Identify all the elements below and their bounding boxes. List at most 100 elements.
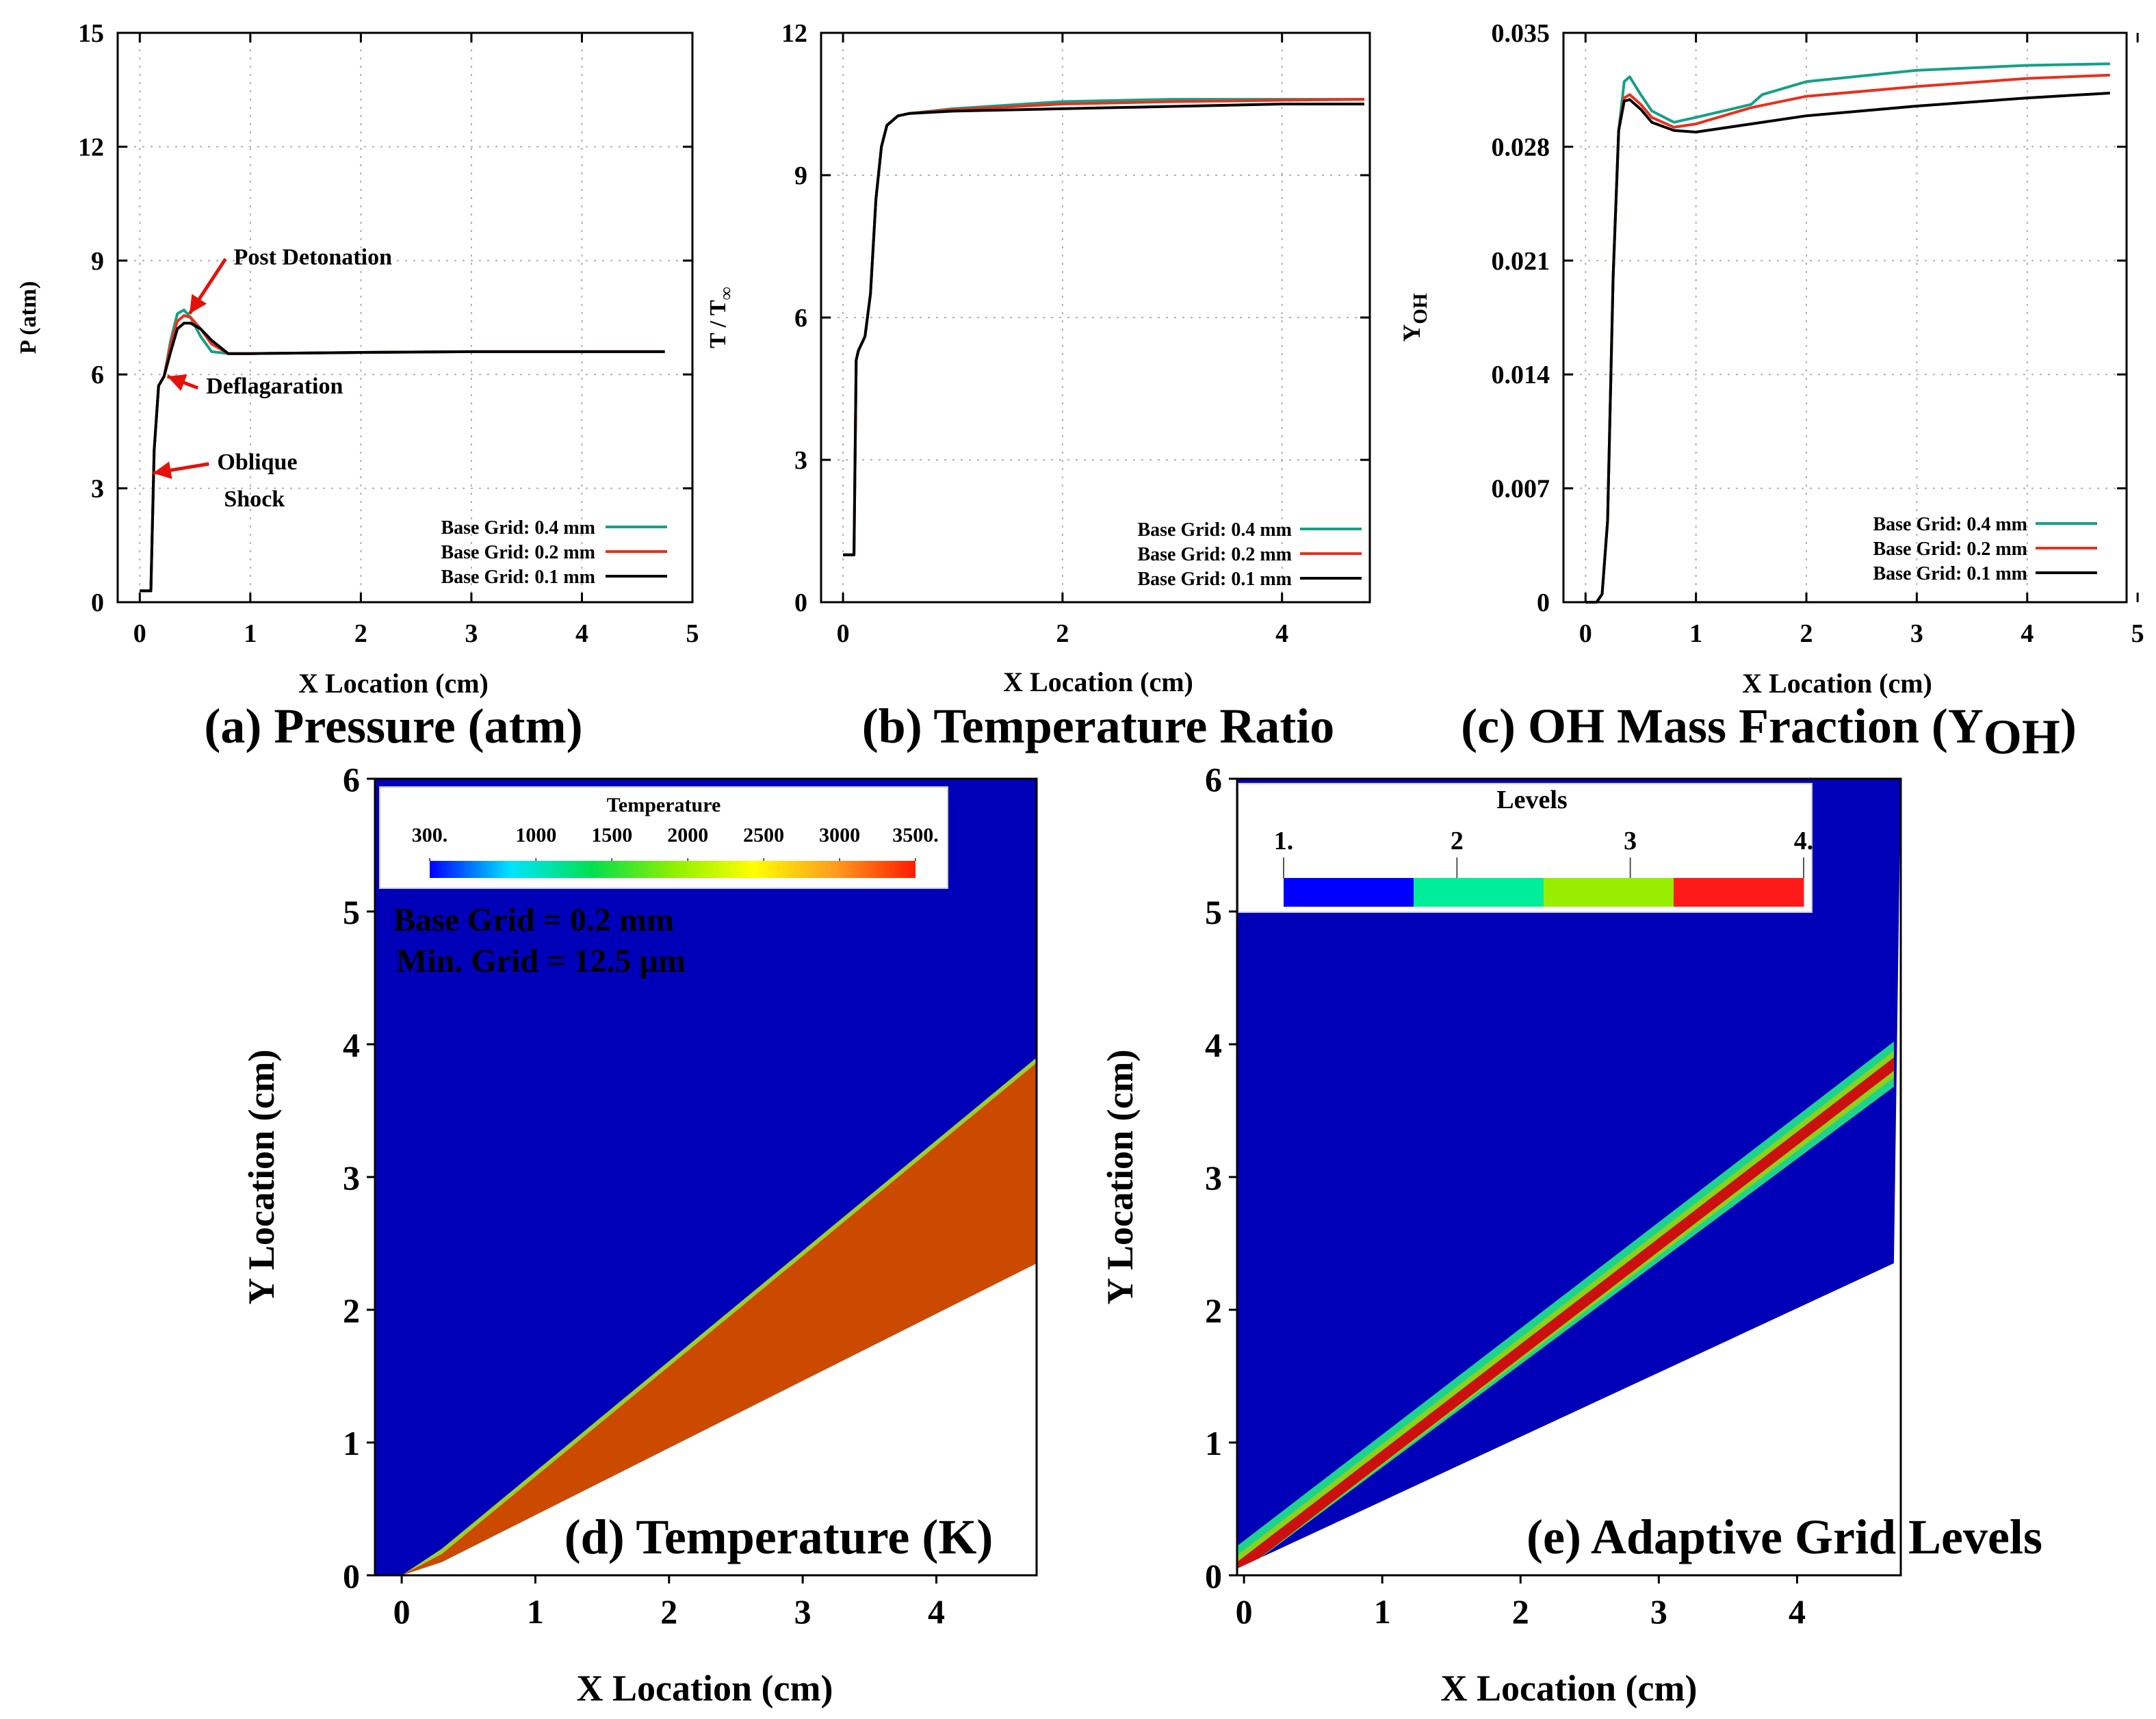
series-line <box>1585 92 2110 604</box>
x-tick-label: 2 <box>354 619 367 648</box>
panel-caption: (e) Adaptive Grid Levels <box>1527 1510 2042 1564</box>
y-tick-label: 1 <box>1205 1424 1222 1462</box>
y-tick-label: 0 <box>91 589 104 617</box>
colorbar-segment <box>1674 878 1804 907</box>
y-tick-label: 0 <box>343 1557 360 1595</box>
y-tick-label: 9 <box>794 161 807 190</box>
annotation-arrowhead <box>167 374 187 391</box>
y-tick-label: 0.028 <box>1492 133 1550 161</box>
y-tick-label: 9 <box>91 247 104 276</box>
colorbar-tick-label: 1000 <box>515 824 556 846</box>
x-tick-label: 3 <box>465 619 478 648</box>
y-axis-label: Y Location (cm) <box>241 1050 282 1305</box>
x-tick-label: 1 <box>1689 619 1702 648</box>
y-tick-label: 2 <box>343 1291 360 1330</box>
x-tick-label: 5 <box>2131 619 2144 648</box>
y-axis-label: Y Location (cm) <box>1100 1050 1141 1305</box>
y-tick-label: 1 <box>343 1424 360 1462</box>
legend-label: Base Grid: 0.1 mm <box>1137 569 1292 590</box>
annotation-label: Oblique <box>217 450 297 475</box>
y-tick-label: 3 <box>794 446 807 475</box>
series-line <box>843 103 1364 556</box>
colorbar-tick-label: 2500 <box>743 824 784 846</box>
y-tick-label: 6 <box>91 361 104 389</box>
y-tick-label: 6 <box>1205 760 1222 799</box>
x-tick-label: 0 <box>1236 1592 1253 1631</box>
annotation-label: Shock <box>224 487 285 512</box>
x-tick-label: 2 <box>1512 1592 1529 1631</box>
y-tick-label: 3 <box>91 475 104 504</box>
y-tick-label: 2 <box>1205 1291 1222 1330</box>
x-tick-label: 4 <box>2021 619 2034 648</box>
colorbar-title: Temperature <box>607 794 721 816</box>
series-line <box>140 322 665 593</box>
x-tick-label: 4 <box>1789 1592 1806 1631</box>
y-tick-label: 0 <box>1205 1557 1222 1595</box>
colorbar-tick-label: 300. <box>412 824 448 846</box>
colorbar-tick-label: 2 <box>1451 827 1464 855</box>
colorbar-tick-label: 3500. <box>892 824 939 846</box>
panel-temperature-contour: Temperature 300. 1000 1500 2000 2500 3000 3500.… <box>241 760 1038 1709</box>
x-tick-label: 2 <box>1056 619 1069 648</box>
panel-caption: (a) Pressure (atm) <box>204 699 582 753</box>
legend-label: Base Grid: 0.2 mm <box>1873 539 2027 560</box>
colorbar-segment <box>1414 878 1544 907</box>
x-tick-label: 0 <box>837 619 850 648</box>
annotation-label: Deflagaration <box>206 374 343 399</box>
colorbar-tick-label: 4. <box>1794 827 1814 855</box>
x-tick-label: 3 <box>794 1592 811 1631</box>
annotation-arrowhead <box>153 461 172 479</box>
y-tick-label: 15 <box>78 19 104 48</box>
x-tick-label: 3 <box>1650 1592 1667 1631</box>
colorbar-segment <box>1284 878 1414 907</box>
x-tick-label: 3 <box>1910 619 1923 648</box>
panel-adaptive-grid-levels: Levels 1. 2 3 4. 0 1 2 3 4 0 1 2 3 4 5 6 X Location (cm) Y… <box>1100 760 2042 1709</box>
colorbar-segment <box>1544 878 1674 907</box>
y-tick-label: 6 <box>343 760 360 799</box>
flow-domain-region <box>375 779 1037 1575</box>
y-tick-label: 4 <box>1205 1026 1222 1064</box>
y-tick-label: 6 <box>794 304 807 333</box>
y-tick-label: 0.021 <box>1492 247 1550 276</box>
colorbar-tick-label: 3 <box>1624 827 1637 855</box>
y-tick-label: 0 <box>794 589 807 617</box>
annotation-arrowhead <box>190 294 207 314</box>
x-axis-label: X Location (cm) <box>1441 1668 1698 1709</box>
y-tick-label: 12 <box>781 19 807 48</box>
x-tick-label: 4 <box>928 1592 945 1631</box>
y-axis-label-subscript: OH <box>1410 293 1431 324</box>
x-tick-label: 2 <box>1800 619 1813 648</box>
y-axis-label-subscript: ∞ <box>716 287 736 300</box>
legend-label: Base Grid: 0.1 mm <box>441 567 595 588</box>
y-axis-label: P (atm) <box>16 281 41 354</box>
y-tick-label: 0 <box>1537 589 1550 617</box>
legend-label: Base Grid: 0.1 mm <box>1873 563 2027 584</box>
grid-level-4-region <box>1237 1057 1894 1575</box>
grid-info-label: Base Grid = 0.2 mm <box>393 902 674 938</box>
y-tick-label: 3 <box>1205 1159 1222 1197</box>
panel-caption-subscript: OH <box>1984 710 2060 764</box>
x-tick-label: 0 <box>1579 619 1592 648</box>
y-tick-label: 5 <box>1205 893 1222 931</box>
colorbar-tick-label: 3000 <box>819 824 860 846</box>
panel-caption: (b) Temperature Ratio <box>862 699 1335 753</box>
legend-label: Base Grid: 0.2 mm <box>1137 544 1292 565</box>
x-tick-label: 4 <box>575 619 588 648</box>
y-tick-label: 4 <box>343 1026 360 1064</box>
colorbar-tick-label: 1500 <box>591 824 632 846</box>
x-tick-label: 4 <box>1275 619 1288 648</box>
x-tick-label: 2 <box>660 1592 677 1631</box>
x-axis-label: X Location (cm) <box>1003 667 1193 697</box>
colorbar-tick-label: 2000 <box>667 824 708 846</box>
y-tick-label: 0.035 <box>1492 19 1550 48</box>
flow-domain-region <box>1237 779 1901 1569</box>
colorbar <box>430 861 915 878</box>
x-axis-label: X Location (cm) <box>577 1668 833 1709</box>
x-tick-label: 0 <box>133 619 146 648</box>
hot-product-region <box>402 1063 1037 1575</box>
x-tick-label: 1 <box>1374 1592 1391 1631</box>
plot-frame <box>116 31 694 604</box>
legend-label: Base Grid: 0.4 mm <box>1873 514 2027 535</box>
legend-label: Base Grid: 0.2 mm <box>441 542 595 563</box>
